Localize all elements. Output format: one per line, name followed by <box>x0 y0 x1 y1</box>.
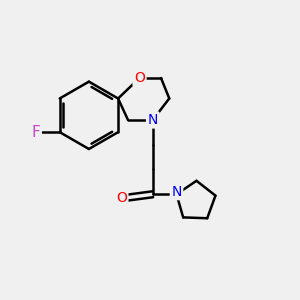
Text: N: N <box>148 113 158 127</box>
Text: O: O <box>116 190 127 205</box>
Text: F: F <box>31 125 40 140</box>
Text: N: N <box>171 184 182 199</box>
Text: O: O <box>134 71 145 85</box>
